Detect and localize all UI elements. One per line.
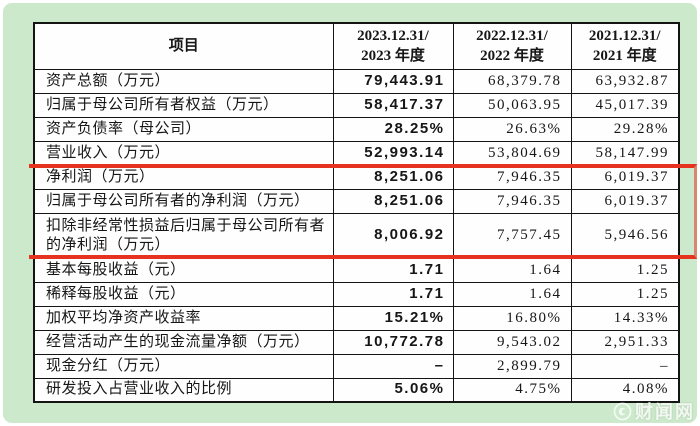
value-2021: 58,147.99: [570, 140, 680, 166]
table-row: 资产负债率（母公司） 28.25% 26.63% 29.28%: [33, 116, 680, 142]
row-item-label: 营业收入（万元）: [33, 140, 334, 166]
value-2022: 4.75%: [452, 377, 572, 403]
value-2023: 1.71: [332, 257, 454, 283]
row-item-label: 加权平均净资产收益率: [33, 305, 334, 331]
value-2022: 2,899.79: [452, 353, 572, 379]
value-2022: 7,946.35: [452, 164, 572, 190]
table-row-net-profit: 净利润（万元） 8,251.06 7,946.35 6,019.37: [33, 164, 680, 190]
caiwen-logo-icon: [613, 402, 632, 421]
header-2023: 2023.12.31/ 2023 年度: [332, 22, 454, 70]
value-2022: 1.64: [452, 257, 572, 283]
value-2023: 8,251.06: [332, 164, 454, 190]
value-2022: 26.63%: [452, 116, 572, 142]
header-2022-line2: 2022 年度: [480, 48, 544, 65]
row-item-label: 资产总额（万元）: [33, 68, 334, 94]
table-row: 营业收入（万元） 52,993.14 53,804.69 58,147.99: [33, 140, 680, 166]
table-row: 现金分红（万元） – 2,899.79 –: [33, 353, 680, 379]
value-2023: 15.21%: [332, 305, 454, 331]
watermark: 财闻网: [613, 398, 695, 424]
value-2021: 2,951.33: [570, 329, 680, 355]
table-header-row: 项目 2023.12.31/ 2023 年度 2022.12.31/ 2022 …: [33, 22, 680, 70]
value-2021: 14.33%: [570, 305, 680, 331]
value-2023: –: [332, 353, 454, 379]
table-row: 归属于母公司所有者的净利润（万元） 8,251.06 7,946.35 6,01…: [33, 188, 680, 214]
header-2021: 2021.12.31/ 2021 年度: [570, 22, 680, 70]
financial-summary-table: 项目 2023.12.31/ 2023 年度 2022.12.31/ 2022 …: [33, 22, 680, 403]
header-item: 项目: [33, 22, 334, 70]
row-item-label: 归属于母公司所有者的净利润（万元）: [33, 188, 334, 214]
header-2022-line1: 2022.12.31/: [476, 27, 548, 44]
value-2021: 5,946.56: [570, 212, 680, 259]
table-row: 研发投入占营业收入的比例 5.06% 4.75% 4.08%: [33, 377, 680, 403]
value-2022: 50,063.95: [452, 92, 572, 118]
value-2022: 7,946.35: [452, 188, 572, 214]
row-item-label: 基本每股收益（元）: [33, 257, 334, 283]
row-item-label: 现金分红（万元）: [33, 353, 334, 379]
row-item-label: 研发投入占营业收入的比例: [33, 377, 334, 403]
value-2023: 79,443.91: [332, 68, 454, 94]
financial-table-wrap: 项目 2023.12.31/ 2023 年度 2022.12.31/ 2022 …: [33, 22, 680, 403]
value-2023: 8,006.92: [332, 212, 454, 259]
table-row: 扣除非经常性损益后归属于母公司所有者的净利润（万元） 8,006.92 7,75…: [33, 212, 680, 259]
value-2021: 6,019.37: [570, 164, 680, 190]
value-2023: 8,251.06: [332, 188, 454, 214]
value-2021: –: [570, 353, 680, 379]
row-item-label: 净利润（万元）: [33, 164, 334, 190]
value-2022: 16.80%: [452, 305, 572, 331]
value-2021: 4.08%: [570, 377, 680, 403]
table-row: 基本每股收益（元） 1.71 1.64 1.25: [33, 257, 680, 283]
value-2021: 29.28%: [570, 116, 680, 142]
table-row: 经营活动产生的现金流量净额（万元） 10,772.78 9,543.02 2,9…: [33, 329, 680, 355]
row-item-label: 归属于母公司所有者权益（万元）: [33, 92, 334, 118]
table-row: 归属于母公司所有者权益（万元） 58,417.37 50,063.95 45,0…: [33, 92, 680, 118]
value-2021: 45,017.39: [570, 92, 680, 118]
value-2023: 52,993.14: [332, 140, 454, 166]
value-2023: 1.71: [332, 281, 454, 307]
row-item-label: 扣除非经常性损益后归属于母公司所有者的净利润（万元）: [33, 212, 334, 259]
value-2022: 9,543.02: [452, 329, 572, 355]
table-row: 加权平均净资产收益率 15.21% 16.80% 14.33%: [33, 305, 680, 331]
header-2022: 2022.12.31/ 2022 年度: [452, 22, 572, 70]
value-2022: 68,379.78: [452, 68, 572, 94]
value-2021: 63,932.87: [570, 68, 680, 94]
watermark-text: 财闻网: [635, 402, 695, 422]
value-2021: 6,019.37: [570, 188, 680, 214]
header-2021-line1: 2021.12.31/: [588, 27, 661, 44]
value-2023: 28.25%: [332, 116, 454, 142]
value-2022: 1.64: [452, 281, 572, 307]
value-2022: 7,757.45: [452, 212, 572, 259]
header-2023-line1: 2023.12.31/: [357, 27, 429, 44]
value-2023: 10,772.78: [332, 329, 454, 355]
value-2023: 58,417.37: [332, 92, 454, 118]
table-row: 稀释每股收益（元） 1.71 1.64 1.25: [33, 281, 680, 307]
header-2021-line2: 2021 年度: [592, 48, 657, 65]
row-item-label: 资产负债率（母公司）: [33, 116, 334, 142]
table-row: 资产总额（万元） 79,443.91 68,379.78 63,932.87: [33, 68, 680, 94]
value-2023: 5.06%: [332, 377, 454, 403]
value-2022: 53,804.69: [452, 140, 572, 166]
value-2021: 1.25: [570, 257, 680, 283]
value-2021: 1.25: [570, 281, 680, 307]
row-item-label: 稀释每股收益（元）: [33, 281, 334, 307]
row-item-label: 经营活动产生的现金流量净额（万元）: [33, 329, 334, 355]
header-2023-line2: 2023 年度: [361, 48, 425, 65]
